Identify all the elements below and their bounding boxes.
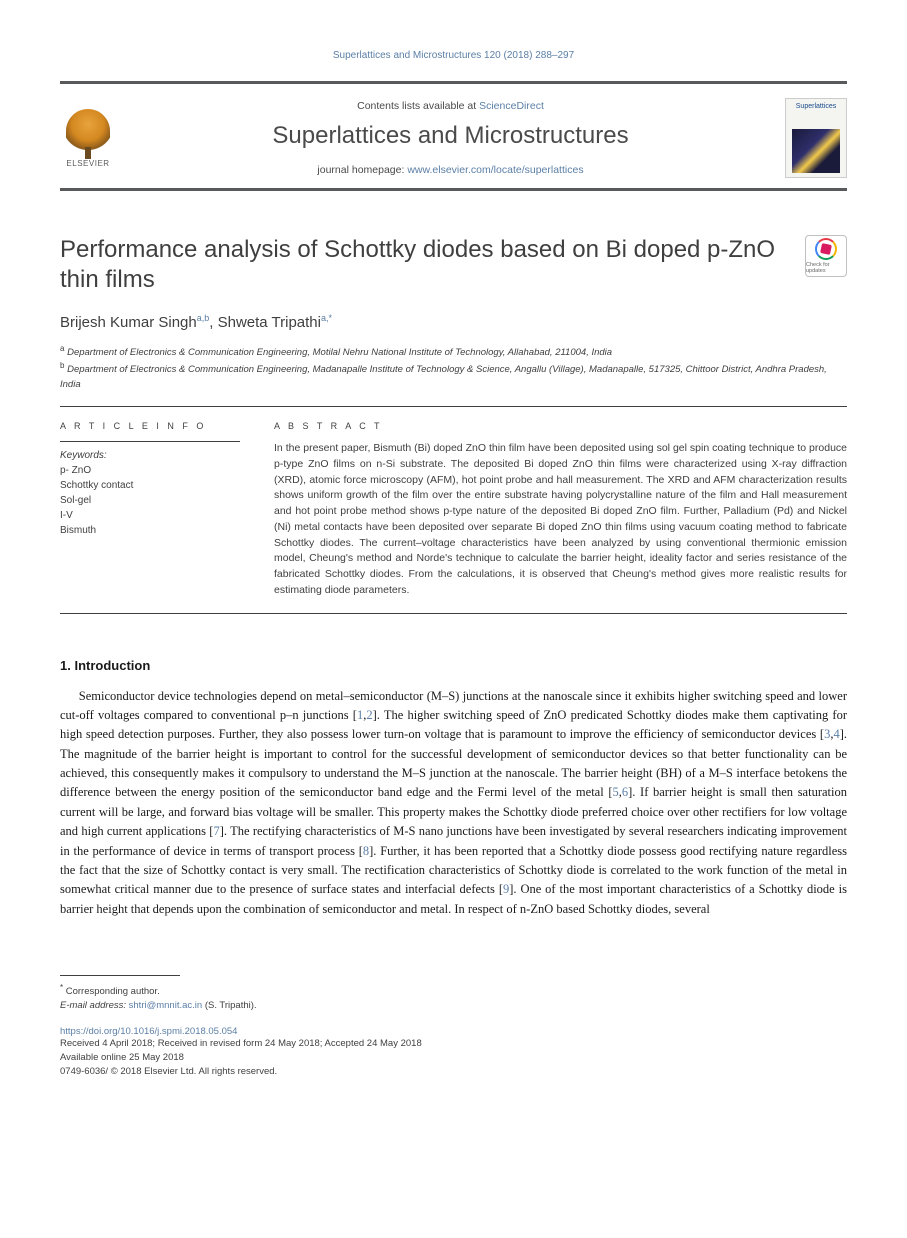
running-head: Superlattices and Microstructures 120 (2… (60, 50, 847, 61)
doi-line: https://doi.org/10.1016/j.spmi.2018.05.0… (60, 1026, 847, 1037)
keyword: Sol-gel (60, 493, 240, 508)
journal-banner: ELSEVIER Contents lists available at Sci… (60, 81, 847, 191)
author-2: Shweta Tripathia,* (218, 314, 332, 331)
journal-cover-thumb: Superlattices (785, 98, 847, 178)
journal-name: Superlattices and Microstructures (134, 122, 767, 150)
ref-link[interactable]: 9 (503, 882, 509, 896)
ref-link[interactable]: 7 (213, 824, 219, 838)
abstract-heading: A B S T R A C T (274, 421, 847, 431)
sciencedirect-link[interactable]: ScienceDirect (479, 100, 544, 112)
abstract-text: In the present paper, Bismuth (Bi) doped… (274, 441, 847, 599)
journal-homepage-link[interactable]: www.elsevier.com/locate/superlattices (407, 164, 583, 176)
affiliations: a Department of Electronics & Communicat… (60, 343, 847, 392)
ref-link[interactable]: 5 (613, 785, 619, 799)
abstract-column: A B S T R A C T In the present paper, Bi… (274, 421, 847, 599)
introduction-paragraph: Semiconductor device technologies depend… (60, 687, 847, 920)
divider (60, 613, 847, 614)
keyword: p- ZnO (60, 463, 240, 478)
article-info-column: A R T I C L E I N F O Keywords: p- ZnO S… (60, 421, 240, 599)
ref-link[interactable]: 2 (366, 708, 372, 722)
elsevier-logo: ELSEVIER (60, 107, 116, 169)
ref-link[interactable]: 6 (622, 785, 628, 799)
section-heading-intro: 1. Introduction (60, 658, 847, 673)
ref-link[interactable]: 3 (824, 727, 830, 741)
keyword: Schottky contact (60, 478, 240, 493)
doi-link[interactable]: https://doi.org/10.1016/j.spmi.2018.05.0… (60, 1026, 237, 1037)
article-history: Received 4 April 2018; Received in revis… (60, 1037, 847, 1080)
article-info-heading: A R T I C L E I N F O (60, 421, 240, 431)
divider (60, 441, 240, 442)
authors-line: Brijesh Kumar Singha,b, Shweta Tripathia… (60, 313, 847, 331)
affiliation-a: a Department of Electronics & Communicat… (60, 343, 847, 360)
footnote-separator (60, 975, 180, 976)
ref-link[interactable]: 4 (833, 727, 839, 741)
keywords-list: p- ZnO Schottky contact Sol-gel I-V Bism… (60, 463, 240, 538)
keyword: I-V (60, 508, 240, 523)
keywords-label: Keywords: (60, 450, 240, 461)
ref-link[interactable]: 1 (357, 708, 363, 722)
affiliation-b: b Department of Electronics & Communicat… (60, 360, 847, 392)
crossmark-icon (815, 238, 837, 260)
journal-homepage: journal homepage: www.elsevier.com/locat… (134, 164, 767, 176)
corresponding-author-note: * Corresponding author. E-mail address: … (60, 982, 847, 1014)
keyword: Bismuth (60, 523, 240, 538)
divider (60, 406, 847, 407)
author-1: Brijesh Kumar Singha,b (60, 314, 209, 331)
article-title: Performance analysis of Schottky diodes … (60, 235, 785, 295)
check-for-updates-badge[interactable]: Check for updates (805, 235, 847, 277)
contents-list-line: Contents lists available at ScienceDirec… (134, 100, 767, 112)
corresponding-email-link[interactable]: shtri@mnnit.ac.in (129, 1000, 203, 1011)
ref-link[interactable]: 8 (363, 844, 369, 858)
